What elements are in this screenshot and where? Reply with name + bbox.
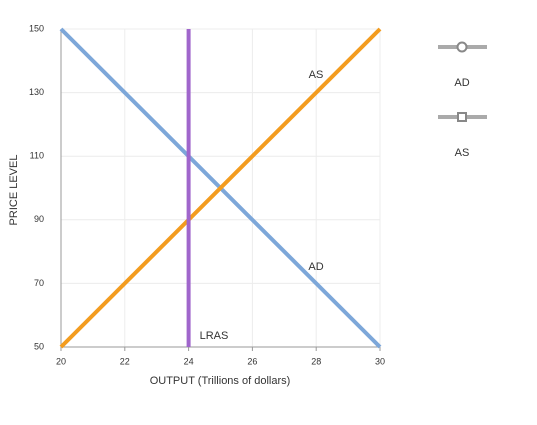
legend-marker <box>456 41 468 53</box>
y-tick-label: 130 <box>29 87 44 97</box>
legend-label: AS <box>455 147 470 159</box>
x-axis-label: OUTPUT (Trillions of dollars) <box>150 375 291 387</box>
y-tick-label: 90 <box>34 214 44 224</box>
x-tick-label: 28 <box>311 356 321 366</box>
y-tick-label: 150 <box>29 23 44 33</box>
line-label: LRAS <box>200 330 229 342</box>
y-tick-label: 110 <box>30 151 44 161</box>
x-tick-label: 30 <box>375 356 385 366</box>
series-line <box>59 27 382 349</box>
legend-label: AD <box>454 77 469 89</box>
x-tick-label: 22 <box>120 356 130 366</box>
x-tick-label: 20 <box>56 356 66 366</box>
x-tick-label: 26 <box>247 356 257 366</box>
line-label: AD <box>308 261 323 273</box>
legend-marker <box>457 112 467 122</box>
y-tick-label: 70 <box>34 278 44 288</box>
y-axis-label: PRICE LEVEL <box>8 155 20 226</box>
plot-area <box>59 27 382 349</box>
y-tick-label: 50 <box>34 341 44 351</box>
x-tick-label: 24 <box>184 356 194 366</box>
line-label: AS <box>309 69 324 81</box>
